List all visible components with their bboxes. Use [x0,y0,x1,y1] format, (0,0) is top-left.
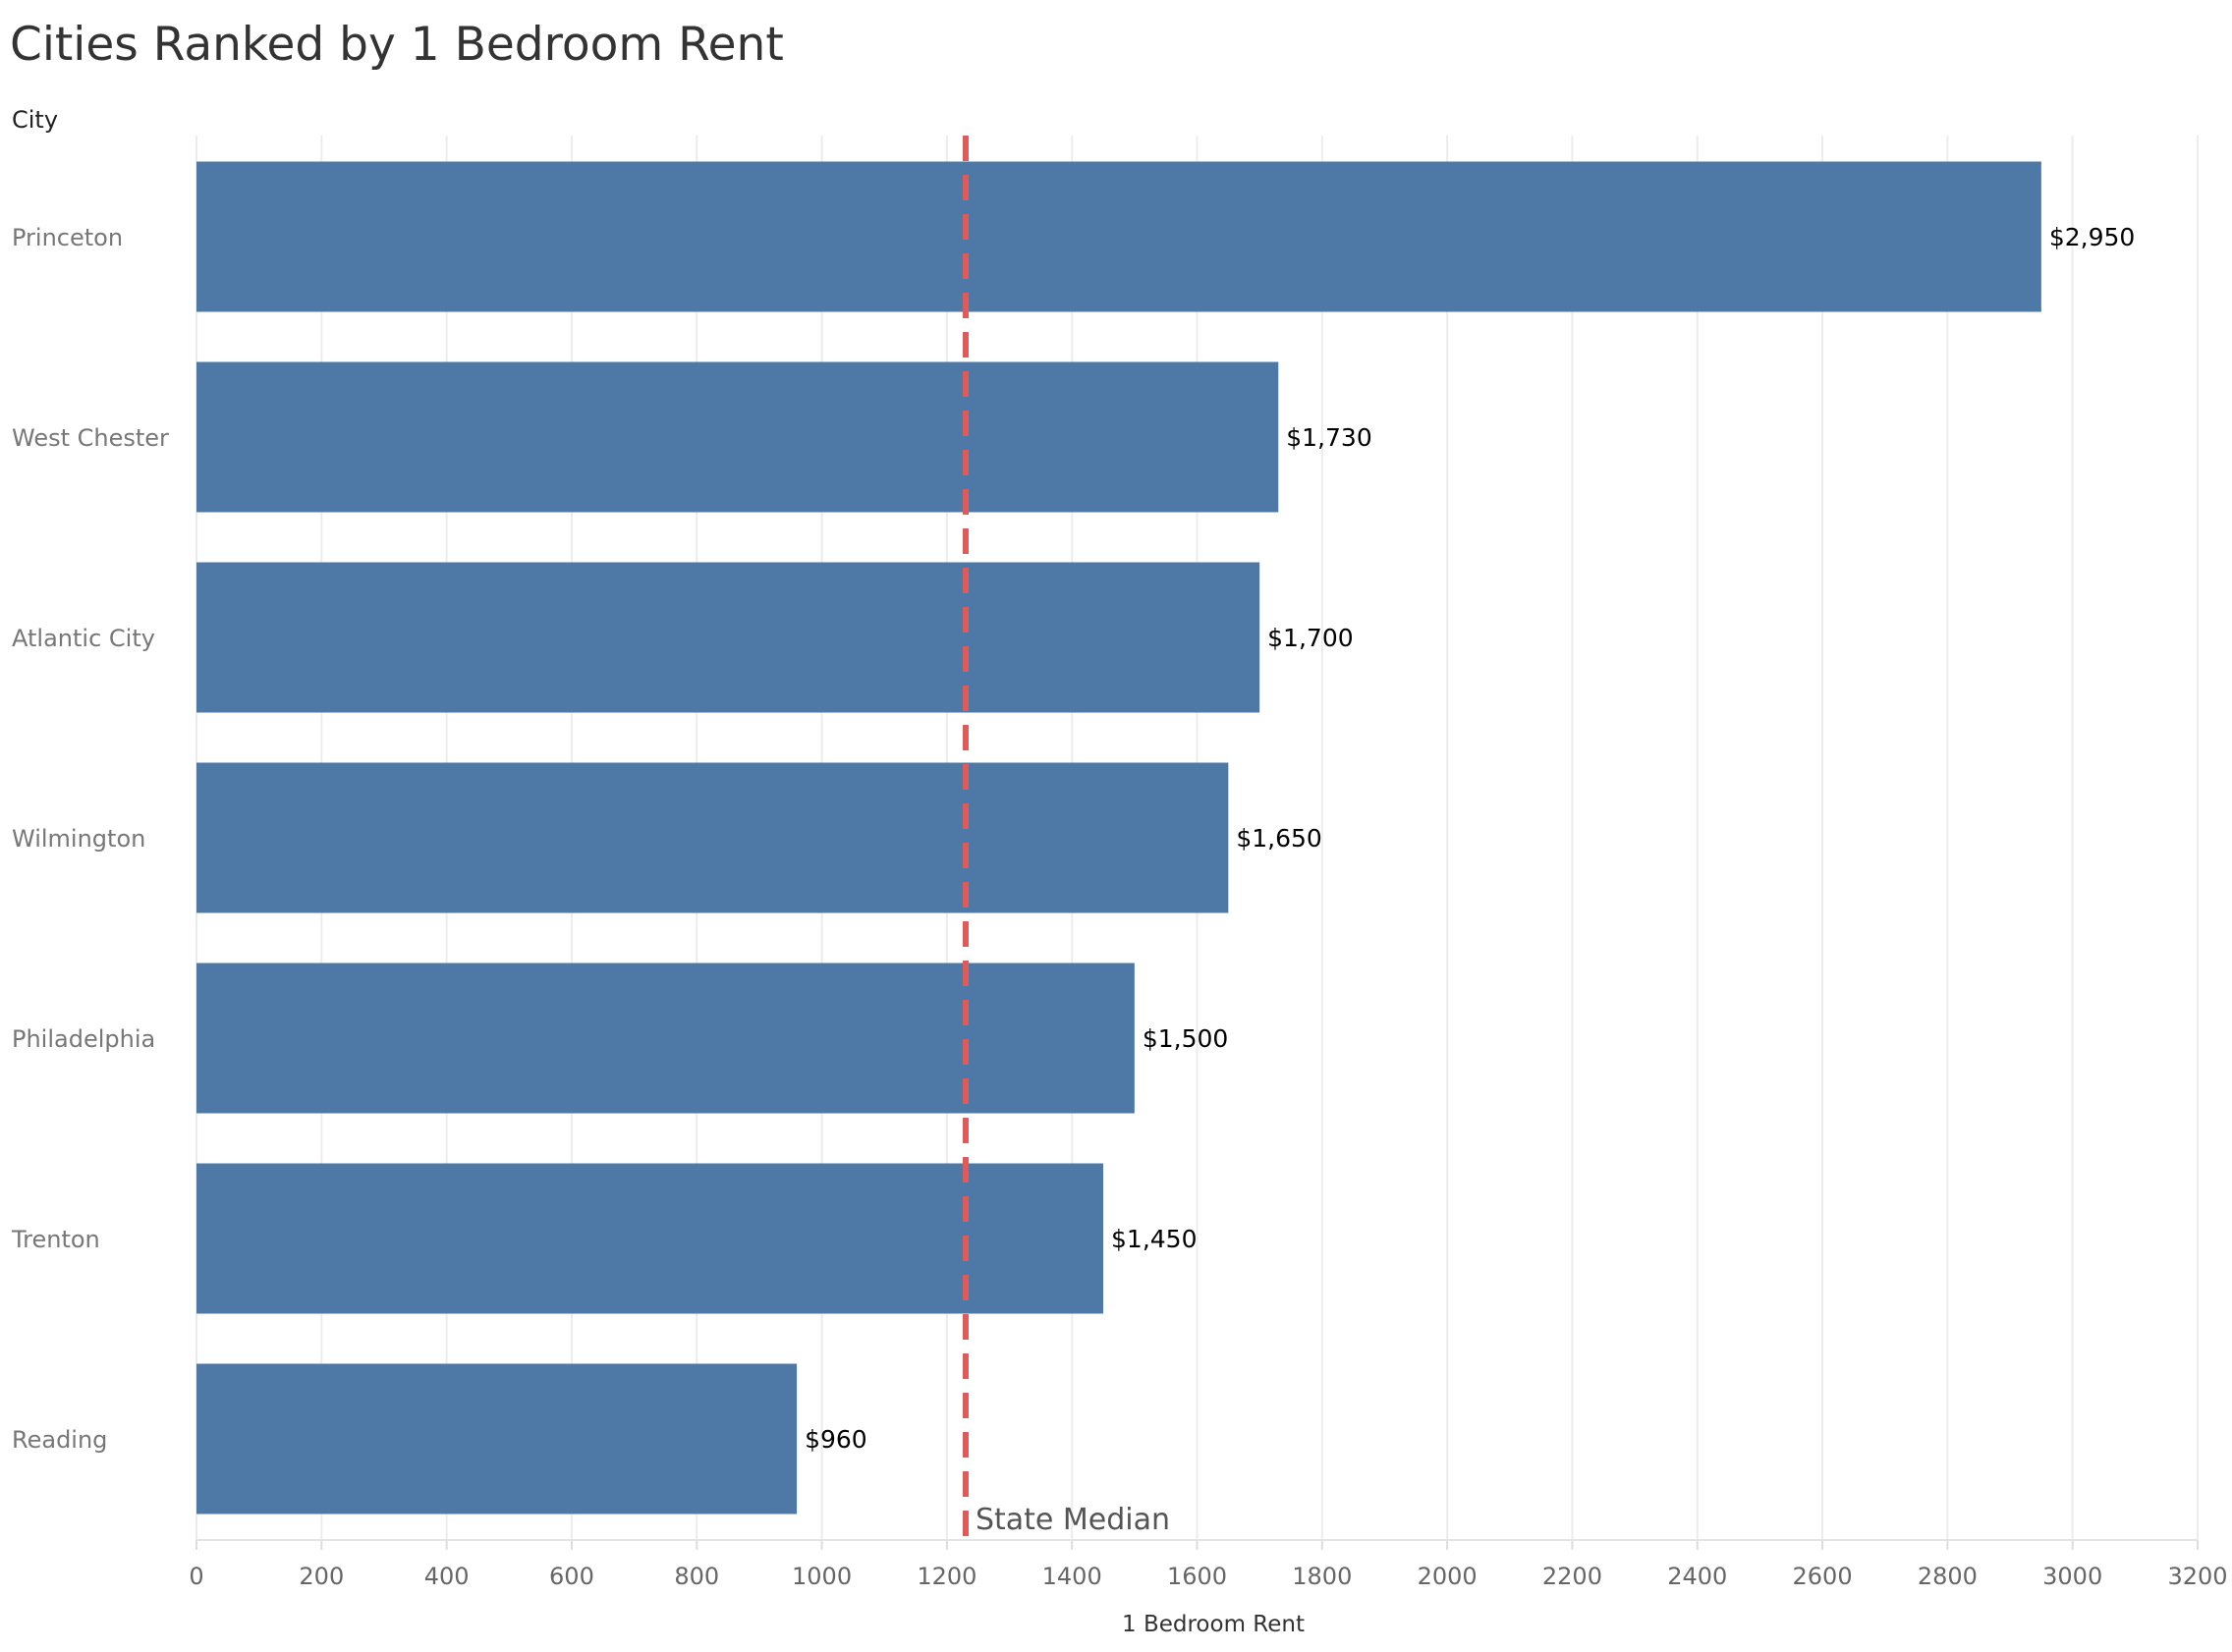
x-tick-label: 2600 [1793,1563,1853,1590]
category-label: Trenton [11,1226,100,1253]
bar [196,963,1135,1114]
x-tick-label: 400 [424,1563,470,1590]
bar [196,361,1279,513]
x-tick-label: 2400 [1667,1563,1727,1590]
category-label: West Chester [12,424,169,452]
x-tick-label: 2200 [1542,1563,1602,1590]
category-label: Atlantic City [12,625,155,652]
reference-line-label: State Median [976,1503,1170,1537]
bar [196,762,1229,913]
x-tick-label: 1600 [1167,1563,1227,1590]
x-tick-label: 600 [549,1563,594,1590]
bar [196,1363,798,1514]
chart-title: Cities Ranked by 1 Bedroom Rent [10,18,784,72]
x-tick-label: 200 [299,1563,344,1590]
bar [196,1163,1104,1314]
bars: $2,950 $1,730 $1,700 $1,650 $1,500 $1,450 $960 [196,161,2135,1514]
x-tick-label: 3000 [2042,1563,2102,1590]
category-label: Princeton [12,224,123,251]
category-label: Reading [12,1426,107,1454]
x-tick-label: 1000 [792,1563,852,1590]
data-label: $1,730 [1286,423,1371,452]
x-tick-label: 1200 [917,1563,976,1590]
data-label: $2,950 [2049,223,2135,251]
bar [196,562,1260,713]
x-tick-label: 0 [189,1563,203,1590]
x-tick-label: 2800 [1918,1563,1978,1590]
data-label: $1,450 [1111,1225,1197,1253]
category-axis-header: City [12,106,58,134]
x-tick-label: 2000 [1418,1563,1478,1590]
data-label: $1,700 [1267,624,1353,652]
data-label: $1,650 [1236,824,1321,853]
x-tick-label: 800 [674,1563,719,1590]
data-label: $1,500 [1143,1024,1228,1053]
category-label: Wilmington [12,825,145,853]
category-labels: Princeton West Chester Atlantic City Wilmin… [11,224,169,1454]
category-label: Philadelphia [12,1025,155,1053]
data-label: $960 [805,1425,867,1454]
bar [196,161,2041,312]
reference-line-group: State Median [962,136,1170,1540]
x-axis-title: 1 Bedroom Rent [1122,1612,1305,1637]
x-tick-label: 1800 [1292,1563,1352,1590]
x-tick-label: 1400 [1042,1563,1102,1590]
x-axis: 0 200 400 600 800 1000 1200 1400 1600 1800 2000 220… [189,1539,2228,1590]
x-tick-label: 3200 [2167,1563,2227,1590]
